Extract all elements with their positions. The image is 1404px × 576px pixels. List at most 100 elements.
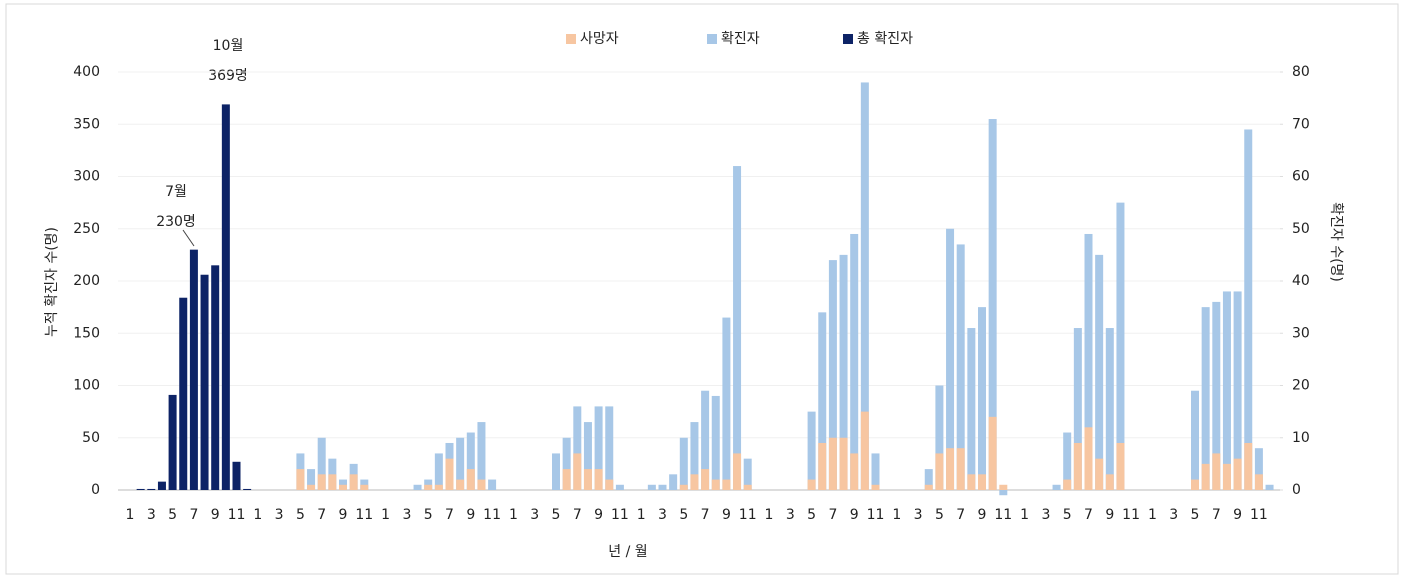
x-tick-label: 9 xyxy=(211,507,220,523)
bar xyxy=(1052,484,1061,490)
bar xyxy=(1233,291,1242,490)
y2-tick-label: 0 xyxy=(1292,482,1301,498)
x-tick-label: 5 xyxy=(552,507,561,523)
bar xyxy=(296,469,305,490)
bar xyxy=(562,469,571,490)
bar xyxy=(466,432,475,490)
bar xyxy=(477,479,486,490)
bar xyxy=(434,453,443,490)
y-axis-title: 누적 확진자 수(명) xyxy=(44,227,60,337)
bar xyxy=(136,488,145,490)
x-tick-label: 11 xyxy=(483,507,501,523)
bar xyxy=(733,166,742,491)
bar xyxy=(669,474,678,490)
bar xyxy=(828,260,837,490)
bar xyxy=(488,479,497,490)
y2-tick-label: 40 xyxy=(1292,273,1310,289)
x-tick-label: 7 xyxy=(573,507,582,523)
bar xyxy=(967,474,976,490)
x-tick-label: 5 xyxy=(424,507,433,523)
bar xyxy=(1084,233,1093,490)
x-tick-label: 5 xyxy=(168,507,177,523)
bar xyxy=(307,469,316,490)
annotation: 230명 xyxy=(156,214,196,230)
y2-tick-label: 30 xyxy=(1292,325,1310,341)
x-tick-label: 7 xyxy=(1084,507,1093,523)
x-tick-label: 1 xyxy=(509,507,518,523)
bar xyxy=(733,453,742,490)
x-tick-label: 9 xyxy=(594,507,603,523)
x-tick-label: 9 xyxy=(1105,507,1114,523)
y2-tick-label: 20 xyxy=(1292,378,1310,394)
bar xyxy=(924,469,933,490)
x-tick-label: 5 xyxy=(1191,507,1200,523)
bar xyxy=(157,481,166,490)
bar xyxy=(711,395,720,490)
bar xyxy=(967,328,976,490)
annotation: 369명 xyxy=(208,68,248,84)
x-tick-label: 11 xyxy=(994,507,1012,523)
x-tick-label: 3 xyxy=(914,507,923,523)
bar xyxy=(424,484,433,490)
bar xyxy=(179,297,188,490)
x-tick-label: 11 xyxy=(355,507,373,523)
bar xyxy=(1084,427,1093,490)
bar xyxy=(1073,328,1082,490)
y2-axis-title: 확진자 수(명) xyxy=(1328,202,1344,282)
bar xyxy=(1191,479,1199,490)
bar xyxy=(1212,453,1221,490)
bar xyxy=(573,453,582,490)
bar xyxy=(999,490,1008,496)
x-tick-label: 9 xyxy=(339,507,348,523)
x-tick-label: 11 xyxy=(867,507,885,523)
x-tick-label: 1 xyxy=(253,507,262,523)
x-tick-label: 5 xyxy=(1063,507,1072,523)
bar xyxy=(562,437,571,490)
bar xyxy=(956,244,965,490)
bar xyxy=(594,406,603,490)
x-tick-label: 1 xyxy=(765,507,774,523)
x-tick-label: 3 xyxy=(147,507,156,523)
x-tick-label: 5 xyxy=(807,507,816,523)
bar xyxy=(999,484,1008,490)
x-tick-label: 1 xyxy=(381,507,390,523)
bar xyxy=(339,484,347,490)
bar xyxy=(818,442,827,490)
x-tick-label: 9 xyxy=(466,507,475,523)
bar xyxy=(1191,390,1199,490)
bar xyxy=(711,479,720,490)
bar xyxy=(317,437,326,490)
bar xyxy=(147,488,156,490)
bar xyxy=(243,488,252,490)
x-tick-label: 1 xyxy=(892,507,901,523)
bar xyxy=(1222,463,1231,490)
bar xyxy=(466,469,475,490)
bar xyxy=(850,233,859,490)
annotation: 10월 xyxy=(213,38,244,54)
bar xyxy=(988,119,997,491)
x-tick-label: 3 xyxy=(658,507,667,523)
bar xyxy=(818,312,827,490)
bar xyxy=(456,479,465,490)
bar xyxy=(605,406,614,490)
bar xyxy=(1254,448,1263,490)
x-tick-label: 7 xyxy=(956,507,965,523)
y2-tick-label: 60 xyxy=(1292,169,1310,185)
y-tick-label: 400 xyxy=(73,64,100,80)
bar xyxy=(743,484,752,490)
bar xyxy=(690,422,699,490)
bar xyxy=(807,411,816,490)
x-tick-label: 9 xyxy=(978,507,987,523)
bar xyxy=(456,437,465,490)
bar xyxy=(1063,432,1072,490)
bar xyxy=(232,461,241,490)
bar xyxy=(583,469,592,490)
bar xyxy=(1201,307,1210,490)
x-tick-label: 1 xyxy=(1148,507,1157,523)
bar xyxy=(839,437,848,490)
bar xyxy=(1244,442,1253,490)
bar xyxy=(690,474,699,490)
x-tick-label: 3 xyxy=(1169,507,1178,523)
bar xyxy=(743,458,752,490)
